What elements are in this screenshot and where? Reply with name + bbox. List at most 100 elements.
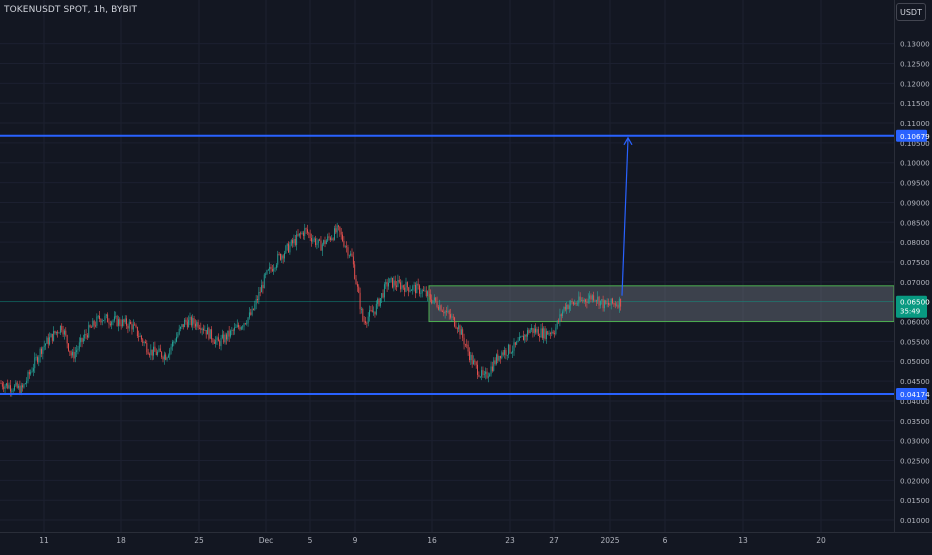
candle-body — [450, 314, 451, 318]
candle-body — [582, 299, 584, 302]
y-tick-label: 0.09500 — [900, 179, 930, 188]
candle-body — [493, 360, 495, 371]
candle-body — [35, 357, 37, 358]
candle-body — [99, 315, 100, 320]
candle-body — [571, 301, 573, 303]
candle-body — [520, 336, 522, 338]
candle-body — [577, 303, 578, 305]
candle-body — [207, 327, 208, 335]
candle-body — [456, 328, 458, 330]
candle-body — [304, 228, 306, 236]
candle-body — [113, 316, 115, 321]
candle-body — [313, 238, 315, 240]
level-price-tag — [896, 129, 927, 142]
candle-body — [388, 282, 389, 287]
candle-body — [153, 346, 154, 356]
candle-body — [58, 332, 60, 334]
candle-body — [199, 327, 200, 329]
candle-body — [551, 331, 553, 334]
candle-body — [120, 324, 122, 327]
candle-body — [286, 243, 288, 247]
x-tick-label: 27 — [549, 536, 559, 545]
candle-body — [494, 360, 496, 364]
candle-body — [32, 368, 34, 372]
candle-body — [45, 343, 46, 346]
candle-body — [344, 246, 346, 248]
candle-body — [397, 279, 399, 287]
x-tick-label: 5 — [308, 536, 313, 545]
candle-body — [151, 349, 153, 356]
candle-body — [529, 329, 531, 334]
candle-body — [157, 351, 159, 355]
candle-body — [274, 268, 276, 269]
candle-body — [119, 319, 121, 325]
candle-body — [230, 330, 231, 337]
level-price-label: 0.04174 — [900, 390, 930, 399]
candle-body — [158, 348, 160, 352]
candle-body — [72, 351, 73, 356]
candle-body — [491, 366, 493, 371]
candle-body — [382, 293, 384, 298]
candle-body — [1, 383, 3, 387]
candle-body — [66, 335, 68, 344]
candle-body — [269, 266, 271, 270]
candle-body — [601, 299, 603, 301]
candle-body — [118, 319, 119, 326]
symbol-label: TOKENUSDT SPOT, 1h, BYBIT — [4, 5, 138, 15]
candle-body — [107, 314, 109, 323]
candle-body — [254, 304, 256, 310]
candle-body — [116, 316, 118, 326]
candle-body — [15, 382, 17, 386]
candle-body — [618, 298, 620, 308]
candle-body — [104, 315, 106, 321]
x-tick-label: 23 — [505, 536, 515, 545]
candle-body — [533, 328, 535, 333]
candle-body — [512, 350, 514, 353]
candle-body — [270, 266, 272, 270]
candle-body — [312, 239, 314, 242]
candle-body — [64, 330, 65, 335]
candle-body — [43, 345, 45, 348]
candle-body — [617, 304, 619, 308]
candle-body — [11, 390, 13, 392]
candle-body — [315, 238, 316, 246]
candle-body — [96, 316, 98, 326]
candle-body — [149, 354, 150, 356]
candle-body — [26, 380, 28, 384]
candle-body — [23, 383, 25, 388]
candle-body — [190, 317, 192, 326]
candle-body — [514, 342, 516, 345]
candle-body — [550, 333, 551, 335]
candle-body — [433, 297, 435, 301]
candle-body — [558, 320, 559, 322]
candle-body — [437, 306, 439, 310]
candle-body — [261, 285, 262, 293]
candle-body — [455, 326, 457, 329]
candle-body — [97, 315, 99, 317]
candle-body — [203, 328, 204, 331]
candle-body — [585, 299, 586, 302]
candle-body — [506, 355, 508, 356]
candle-body — [446, 311, 447, 312]
candle-body — [297, 234, 299, 236]
candle-body — [227, 330, 229, 340]
candle-body — [204, 330, 206, 331]
candle-body — [193, 318, 195, 324]
candle-body — [402, 285, 404, 288]
candle-body — [277, 253, 279, 265]
candle-body — [375, 303, 377, 315]
y-tick-label: 0.07500 — [900, 258, 930, 267]
candle-body — [95, 325, 96, 327]
candle-body — [88, 325, 90, 338]
projection-arrow-line[interactable] — [621, 138, 629, 296]
candle-body — [404, 287, 406, 292]
y-tick-label: 0.12000 — [900, 79, 930, 88]
candle-body — [348, 255, 350, 257]
candle-body — [489, 374, 491, 377]
range-zone[interactable] — [428, 285, 895, 323]
currency-button[interactable]: USDT — [896, 3, 926, 21]
candle-body — [481, 370, 483, 377]
candle-body — [373, 311, 375, 313]
